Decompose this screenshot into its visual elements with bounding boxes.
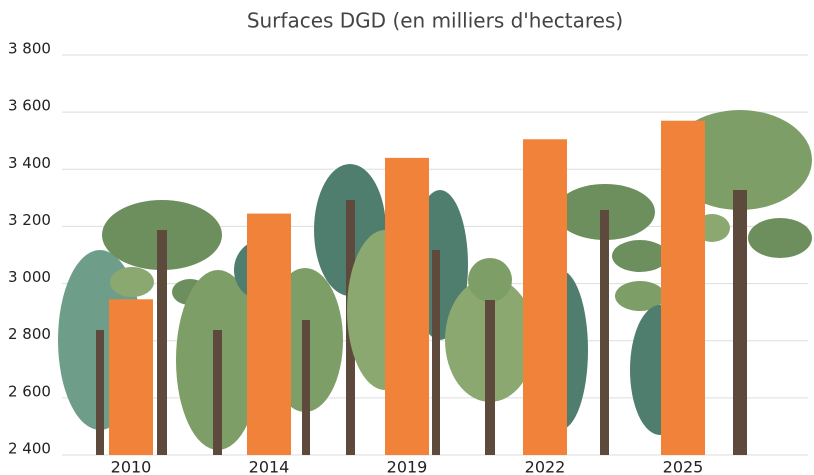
y-tick-label: 2 800 bbox=[8, 325, 51, 343]
chart-title: Surfaces DGD (en milliers d'hectares) bbox=[247, 9, 623, 33]
bar bbox=[523, 139, 567, 455]
x-tick-label: 2019 bbox=[387, 458, 428, 475]
x-tick-label: 2022 bbox=[525, 458, 566, 475]
y-tick-label: 3 400 bbox=[8, 154, 51, 172]
y-tick-label: 3 800 bbox=[8, 40, 51, 58]
x-tick-label: 2014 bbox=[249, 458, 290, 475]
y-tick-label: 3 600 bbox=[8, 97, 51, 115]
y-tick-label: 2 400 bbox=[8, 440, 51, 458]
x-tick-label: 2010 bbox=[111, 458, 152, 475]
bar bbox=[109, 299, 153, 455]
x-tick-label: 2025 bbox=[663, 458, 704, 475]
bar bbox=[385, 158, 429, 455]
y-tick-label: 3 000 bbox=[8, 268, 51, 286]
y-tick-label: 2 600 bbox=[8, 382, 51, 400]
bar bbox=[247, 214, 291, 455]
bar bbox=[661, 121, 705, 455]
chart: Surfaces DGD (en milliers d'hectares) 2 … bbox=[0, 0, 814, 475]
y-tick-label: 3 200 bbox=[8, 211, 51, 229]
